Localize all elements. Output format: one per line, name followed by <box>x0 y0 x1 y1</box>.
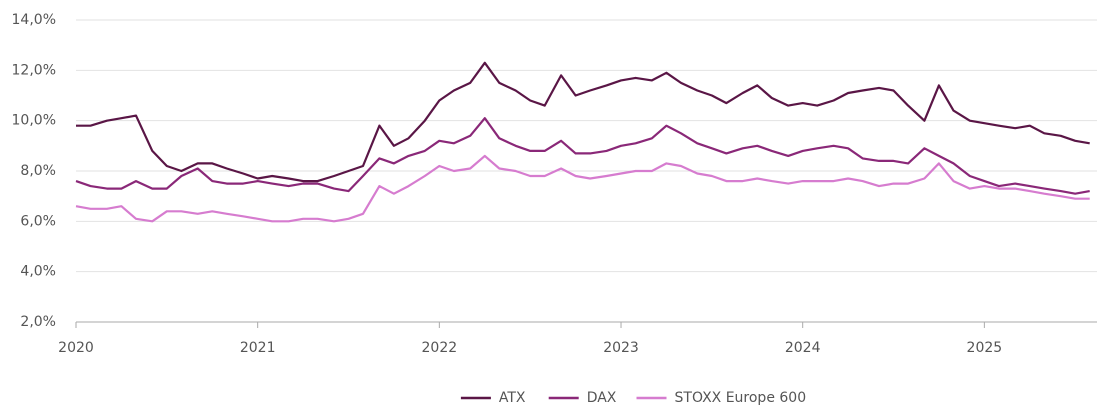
x-tick-label: 2021 <box>240 340 276 356</box>
y-tick-label: 12,0% <box>12 62 56 78</box>
x-tick-label: 2023 <box>603 340 639 356</box>
y-tick-label: 2,0% <box>20 314 56 330</box>
y-tick-label: 4,0% <box>20 264 56 280</box>
x-tick-label: 2020 <box>58 340 94 356</box>
series-line <box>75 117 1090 195</box>
legend-label: DAX <box>587 390 617 406</box>
x-tick-label: 2022 <box>422 340 458 356</box>
legend-label: ATX <box>499 390 526 406</box>
y-tick-label: 10,0% <box>12 113 56 129</box>
series-line <box>76 61 1090 183</box>
legend-label: STOXX Europe 600 <box>675 390 807 406</box>
y-tick-label: 14,0% <box>12 12 56 28</box>
x-tick-label: 2024 <box>785 340 821 356</box>
y-tick-label: 8,0% <box>20 163 56 179</box>
y-tick-label: 6,0% <box>20 213 56 229</box>
x-tick-label: 2025 <box>967 340 1003 356</box>
series-line <box>75 154 1090 223</box>
